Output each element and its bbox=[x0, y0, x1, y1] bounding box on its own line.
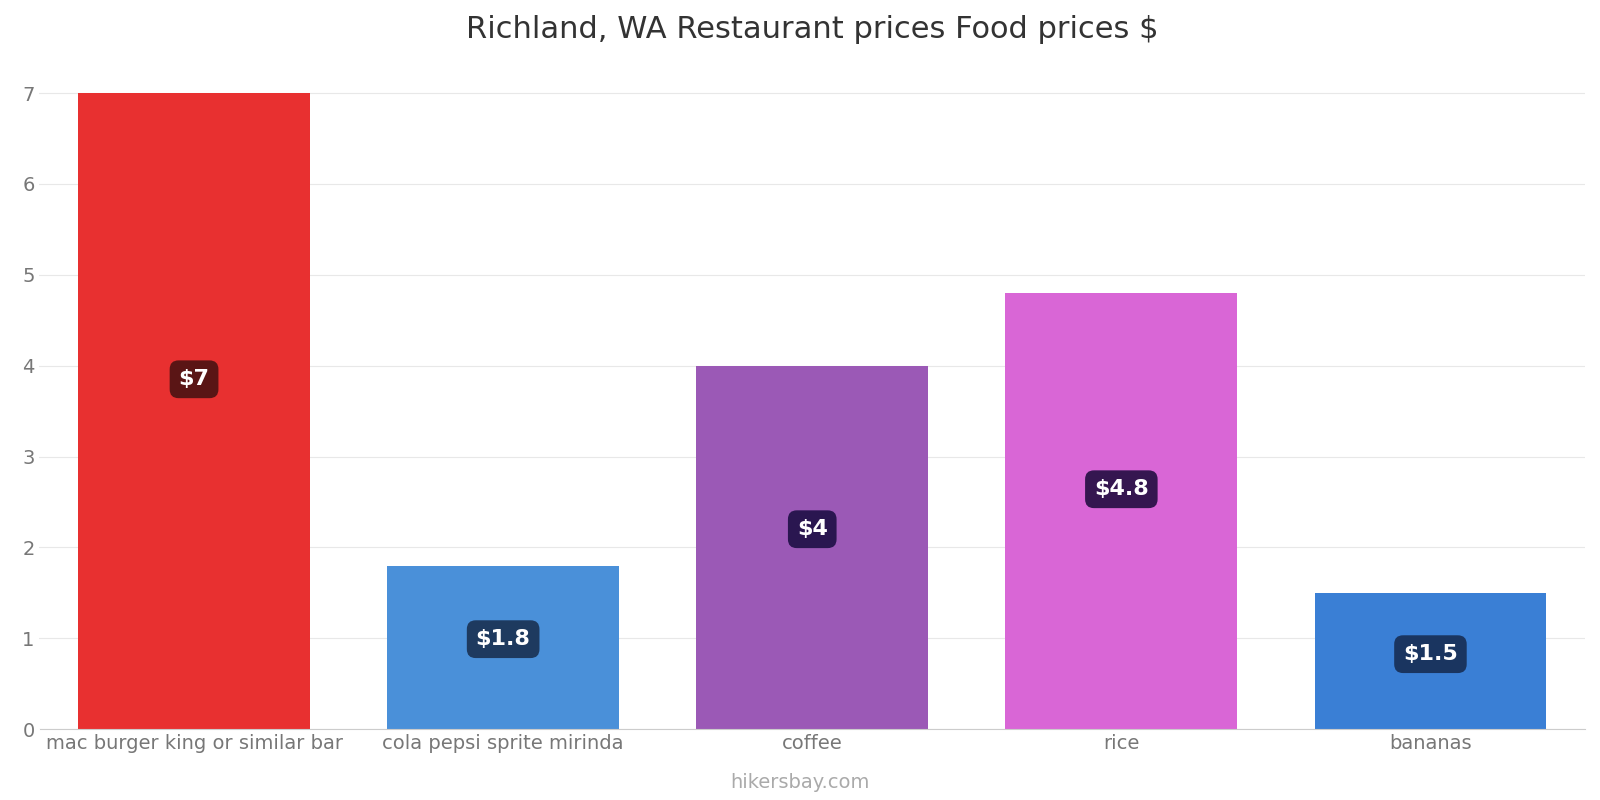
Text: $4: $4 bbox=[797, 519, 827, 539]
Title: Richland, WA Restaurant prices Food prices $: Richland, WA Restaurant prices Food pric… bbox=[466, 15, 1158, 44]
Bar bbox=[78, 93, 310, 729]
Text: $4.8: $4.8 bbox=[1094, 479, 1149, 499]
Text: $1.8: $1.8 bbox=[475, 629, 531, 649]
Bar bbox=[696, 366, 928, 729]
Bar bbox=[387, 566, 619, 729]
Text: hikersbay.com: hikersbay.com bbox=[730, 773, 870, 792]
Text: $1.5: $1.5 bbox=[1403, 644, 1458, 664]
Bar bbox=[1315, 593, 1546, 729]
Bar bbox=[1005, 293, 1237, 729]
Text: $7: $7 bbox=[179, 370, 210, 390]
